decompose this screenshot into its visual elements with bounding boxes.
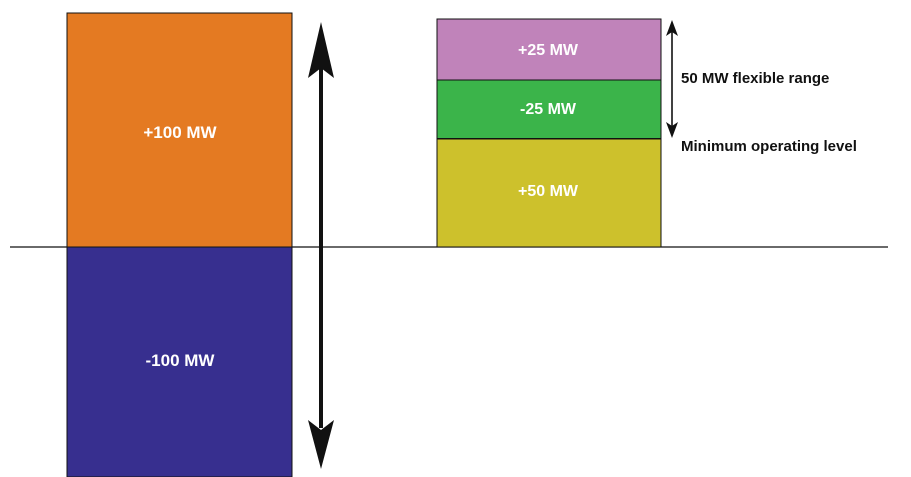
label-plus-50: +50 MW <box>518 183 579 200</box>
annotation-minimum-level: Minimum operating level <box>681 138 857 155</box>
block-bottom-olive <box>436 138 662 248</box>
label-minus-100: -100 MW <box>146 351 216 370</box>
annotation-flexible-range: 50 MW flexible range <box>681 70 829 87</box>
flexible-range-double-arrow-icon <box>666 20 678 138</box>
full-range-double-arrow-icon <box>308 22 334 469</box>
block-top-purple <box>436 18 662 81</box>
label-plus-25: +25 MW <box>518 42 579 59</box>
label-minus-25: -25 MW <box>520 101 577 118</box>
block-lower-navy <box>66 246 293 477</box>
block-middle-green <box>436 79 662 140</box>
label-plus-100: +100 MW <box>143 123 217 142</box>
